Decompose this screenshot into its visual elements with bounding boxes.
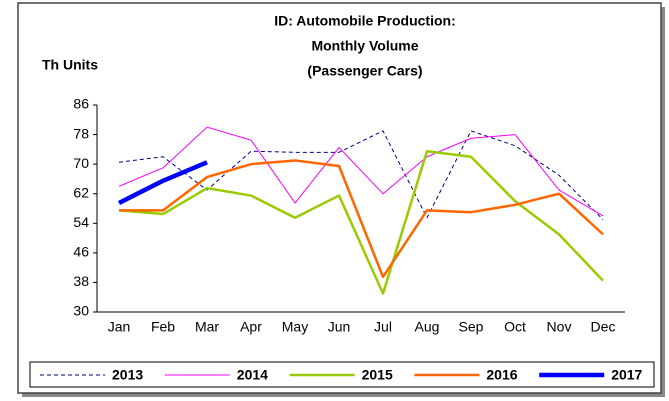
y-axis-label: Th Units xyxy=(42,57,98,73)
legend-label: 2015 xyxy=(362,367,393,383)
y-tick-label: 30 xyxy=(73,303,89,319)
series-line xyxy=(119,159,604,279)
x-tick-label: Aug xyxy=(415,319,440,335)
x-tick-label: Sep xyxy=(459,319,484,335)
x-tick-label: Feb xyxy=(151,319,175,335)
y-tick-label: 62 xyxy=(73,184,89,200)
x-tick-label: Jun xyxy=(328,319,351,335)
series-line xyxy=(118,126,604,217)
chart-title: (Passenger Cars) xyxy=(307,63,422,79)
x-tick-label: May xyxy=(282,319,308,335)
series-line xyxy=(117,160,208,205)
x-tick-label: Nov xyxy=(547,319,572,335)
x-tick-label: Jul xyxy=(374,319,392,335)
y-tick-label: 78 xyxy=(73,125,89,141)
legend-label: 2016 xyxy=(486,367,517,383)
y-tick-label: 54 xyxy=(73,214,89,230)
chart-title: ID: Automobile Production: xyxy=(274,13,455,29)
legend-label: 2013 xyxy=(112,367,143,383)
y-tick-label: 70 xyxy=(73,155,89,171)
legend-label: 2014 xyxy=(237,367,268,383)
series-line xyxy=(118,149,604,295)
chart-title: Monthly Volume xyxy=(311,38,418,54)
y-tick-label: 46 xyxy=(73,244,89,260)
x-tick-label: Mar xyxy=(195,319,219,335)
y-tick-label: 38 xyxy=(73,273,89,289)
x-tick-label: Dec xyxy=(591,319,616,335)
x-tick-label: Apr xyxy=(240,319,262,335)
x-tick-label: Oct xyxy=(504,319,526,335)
y-tick-label: 86 xyxy=(73,96,89,112)
legend-label: 2017 xyxy=(611,367,642,383)
x-tick-label: Jan xyxy=(108,319,131,335)
